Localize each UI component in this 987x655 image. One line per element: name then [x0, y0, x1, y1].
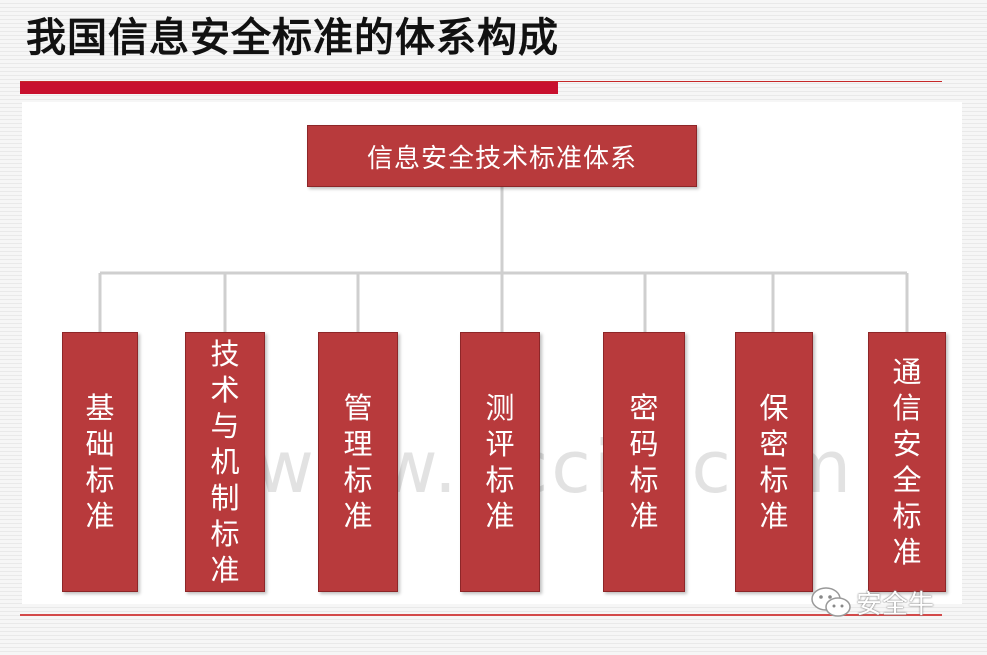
- node-label: 测评标准: [485, 391, 515, 533]
- node-tech-mechanism-standards: 技术与机制标准: [185, 332, 265, 592]
- node-cipher-standards: 密码标准: [603, 332, 685, 592]
- node-label: 通信安全标准: [892, 355, 922, 569]
- node-label: 技术与机制标准: [210, 337, 240, 587]
- node-basic-standards: 基础标准: [62, 332, 138, 592]
- title-underline-bar: [20, 82, 558, 94]
- node-comm-security-standards: 通信安全标准: [868, 332, 946, 592]
- node-evaluation-standards: 测评标准: [460, 332, 540, 592]
- wechat-badge: 安全牛: [810, 584, 934, 621]
- node-secrecy-standards: 保密标准: [735, 332, 813, 592]
- node-label: 密码标准: [629, 391, 659, 533]
- node-label: 保密标准: [759, 391, 789, 533]
- node-label: 管理标准: [343, 391, 373, 533]
- title-underline-thin: [20, 81, 942, 82]
- root-node: 信息安全技术标准体系: [307, 125, 697, 187]
- node-management-standards: 管理标准: [318, 332, 398, 592]
- wechat-icon: [811, 586, 851, 617]
- wechat-account-name: 安全牛: [856, 590, 935, 620]
- node-label: 基础标准: [85, 391, 115, 533]
- footer-rule: [20, 614, 942, 616]
- page-title: 我国信息安全标准的体系构成: [26, 15, 559, 61]
